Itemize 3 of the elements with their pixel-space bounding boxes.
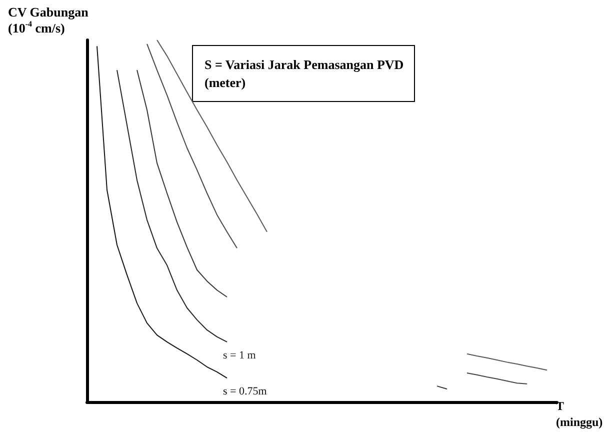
annotation: S = Variasi Jarak Pemasangan PVD (meter) <box>204 57 404 90</box>
series-label: s = 0.75m <box>223 386 268 398</box>
series-label: s = 1 m <box>223 349 256 362</box>
